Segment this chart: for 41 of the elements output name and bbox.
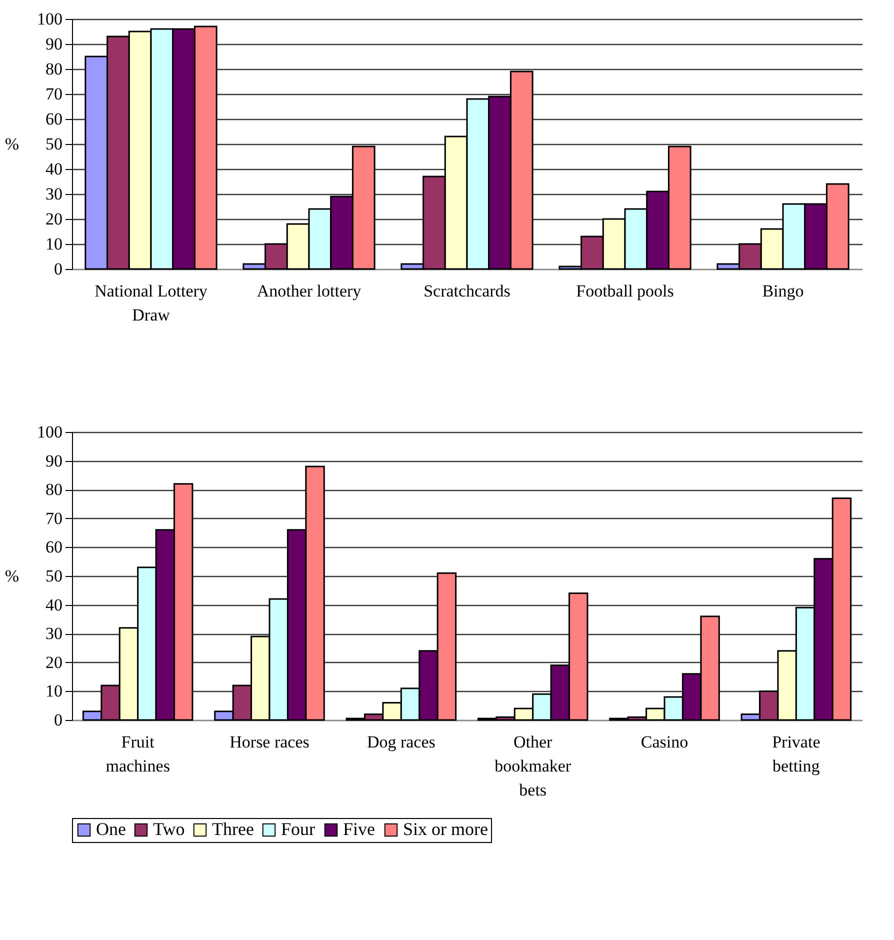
y-tick-label: 100 xyxy=(37,10,62,28)
y-axis-title: % xyxy=(4,566,19,586)
y-tick-label: 0 xyxy=(54,710,62,730)
x-tick-label: Bingo xyxy=(762,282,804,300)
x-tick-label: Casino xyxy=(640,732,688,752)
y-tick-label: 10 xyxy=(46,234,62,254)
y-tick-label: 90 xyxy=(46,34,62,54)
legend-label: Five xyxy=(343,819,376,839)
x-tick-label: Football pools xyxy=(576,282,674,300)
y-tick-label: 30 xyxy=(46,184,62,204)
x-tick-label: Another lottery xyxy=(256,282,362,300)
y-tick-label: 0 xyxy=(54,260,62,278)
y-tick-label: 60 xyxy=(46,538,62,557)
legend-label: Six or more xyxy=(403,819,488,839)
y-tick-label: 70 xyxy=(46,508,62,528)
y-tick-label: 10 xyxy=(46,682,62,701)
y-axis-title: % xyxy=(4,134,19,154)
legend-label: Two xyxy=(153,819,185,839)
x-tick-label: Dog races xyxy=(366,732,436,752)
y-tick-label: 80 xyxy=(46,480,62,500)
y-tick-label: 30 xyxy=(46,624,62,644)
x-tick-label: Other bookmaker bets xyxy=(494,732,572,800)
y-tick-label: 80 xyxy=(46,60,62,78)
y-tick-label: 100 xyxy=(37,422,62,442)
y-tick-label: 50 xyxy=(46,566,62,586)
y-tick-label: 20 xyxy=(46,652,62,672)
y-tick-label: 40 xyxy=(46,160,62,178)
legend-label: Four xyxy=(281,819,316,839)
y-tick-label: 50 xyxy=(46,134,62,154)
y-tick-label: 40 xyxy=(46,595,62,614)
y-tick-label: 70 xyxy=(46,84,62,104)
legend-label: Three xyxy=(212,819,254,839)
y-tick-label: 20 xyxy=(46,210,62,228)
x-tick-label: Fruit machines xyxy=(106,732,170,776)
y-tick-label: 90 xyxy=(46,451,62,470)
x-tick-label: Horse races xyxy=(230,732,310,752)
x-tick-label: National Lottery Draw xyxy=(94,282,208,324)
x-tick-label: Private betting xyxy=(772,732,820,776)
legend-label: One xyxy=(96,819,126,839)
y-tick-label: 60 xyxy=(46,110,62,128)
x-tick-label: Scratchcards xyxy=(424,282,510,300)
